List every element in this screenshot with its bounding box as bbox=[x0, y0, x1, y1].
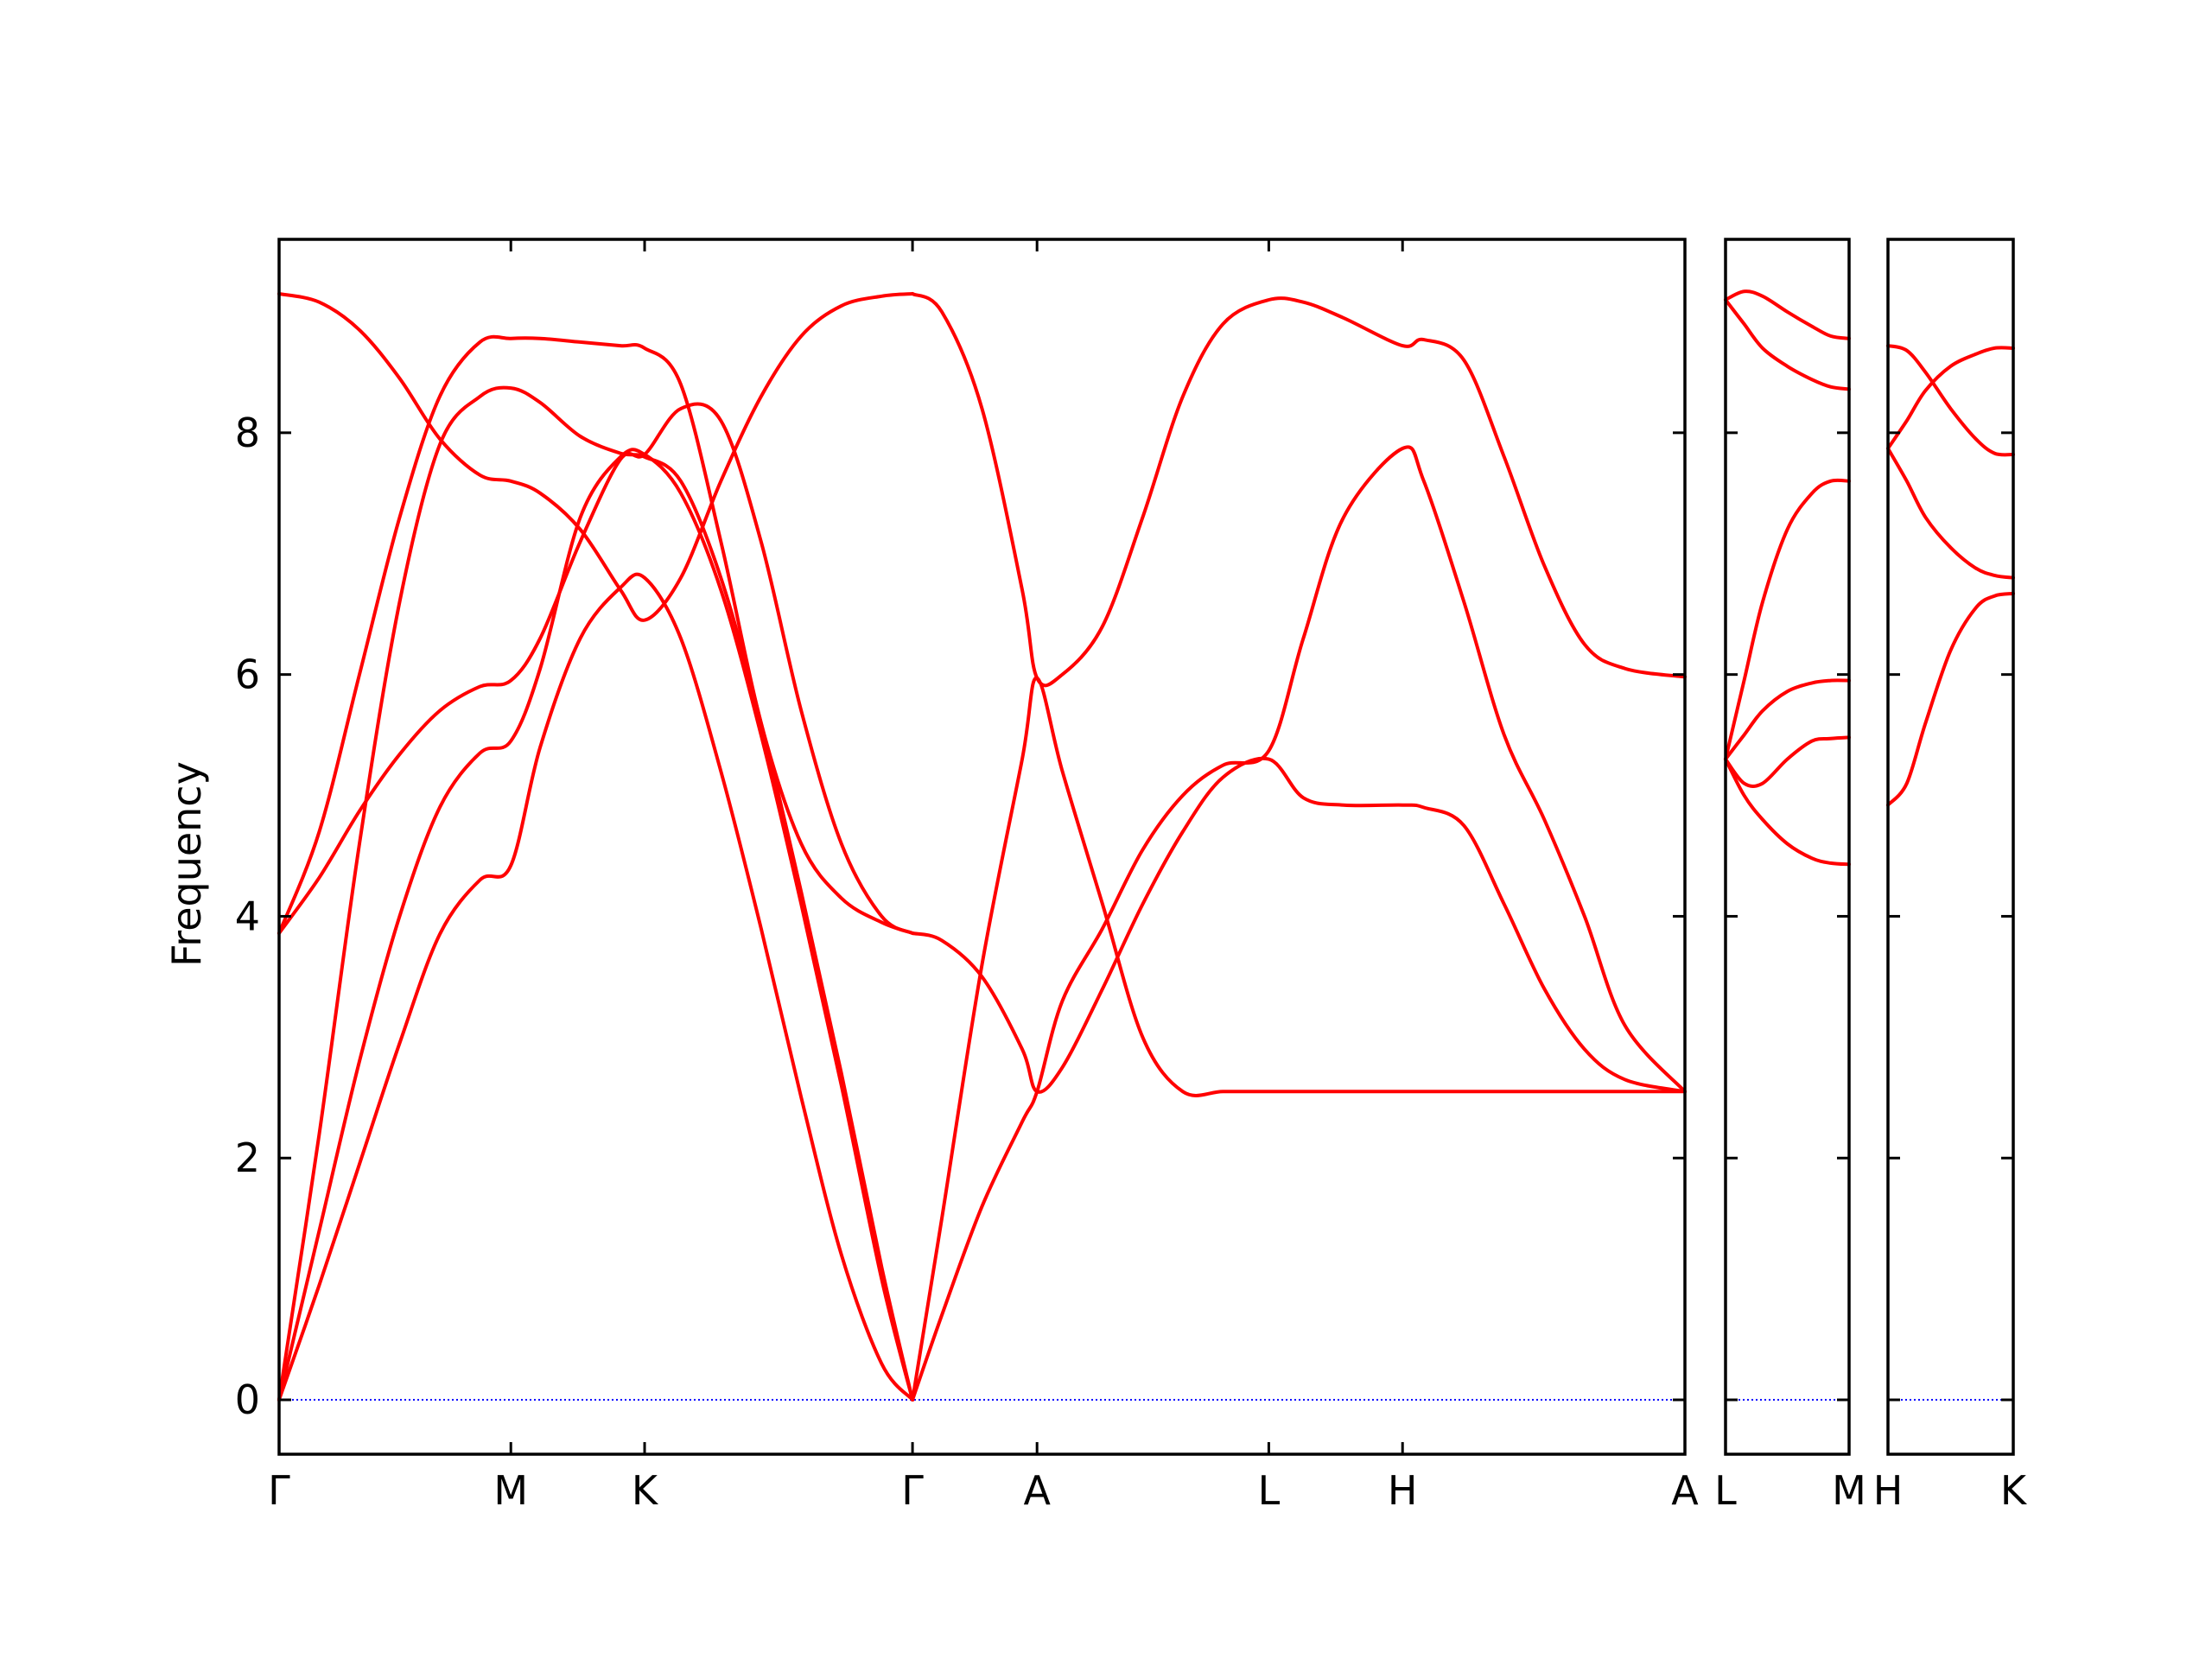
band-line-p1-2 bbox=[277, 448, 915, 1402]
panel-frame bbox=[1886, 238, 2015, 1456]
y-tick-label: 4 bbox=[235, 893, 260, 939]
band-line-p1-6 bbox=[277, 292, 915, 622]
band-line-p1-4 bbox=[277, 402, 915, 935]
y-tick-label: 0 bbox=[235, 1376, 260, 1423]
x-tick-label: A bbox=[1671, 1467, 1699, 1514]
axes bbox=[277, 238, 2015, 1456]
band-line-p1-7 bbox=[911, 292, 1687, 688]
y-tick-label: 2 bbox=[235, 1135, 260, 1181]
band-line-p1-1 bbox=[277, 572, 915, 1402]
x-tick-label: K bbox=[632, 1467, 659, 1514]
y-tick-label: 8 bbox=[235, 410, 260, 456]
x-tick-label: Γ bbox=[901, 1467, 924, 1514]
y-tick-label: 6 bbox=[235, 652, 260, 698]
band-line-p3-1 bbox=[1886, 344, 2015, 457]
panel-frame bbox=[1724, 238, 1851, 1456]
band-line-p2-5 bbox=[1724, 478, 1851, 761]
x-tick-label: M bbox=[493, 1467, 528, 1514]
band-line-p1-8 bbox=[911, 676, 1687, 1402]
x-tick-label: Γ bbox=[268, 1467, 290, 1514]
band-line-p1-5 bbox=[277, 334, 915, 935]
x-tick-label: L bbox=[1258, 1467, 1281, 1514]
y-axis-label: Frequency bbox=[163, 761, 210, 967]
band-line-p3-2 bbox=[1886, 346, 2015, 450]
band-line-p1-9 bbox=[911, 445, 1687, 1402]
band-lines bbox=[277, 289, 2015, 1402]
panel-frame bbox=[277, 238, 1687, 1456]
band-line-p2-4 bbox=[1724, 678, 1851, 761]
band-line-p2-6 bbox=[1724, 757, 1851, 867]
x-tick-label: L bbox=[1714, 1467, 1737, 1514]
band-line-p3-3 bbox=[1886, 447, 2015, 580]
band-line-p2-1 bbox=[1724, 289, 1851, 340]
band-line-p2-3 bbox=[1724, 735, 1851, 789]
x-tick-label: A bbox=[1023, 1467, 1051, 1514]
x-tick-label: M bbox=[1832, 1467, 1866, 1514]
band-line-p1-3 bbox=[277, 385, 915, 1402]
band-line-p2-2 bbox=[1724, 298, 1851, 391]
x-tick-label: H bbox=[1873, 1467, 1904, 1514]
band-line-p3-4 bbox=[1886, 591, 2015, 807]
band-line-p1-10 bbox=[911, 756, 1687, 1094]
x-tick-label: H bbox=[1388, 1467, 1418, 1514]
x-tick-label: K bbox=[2000, 1467, 2028, 1514]
